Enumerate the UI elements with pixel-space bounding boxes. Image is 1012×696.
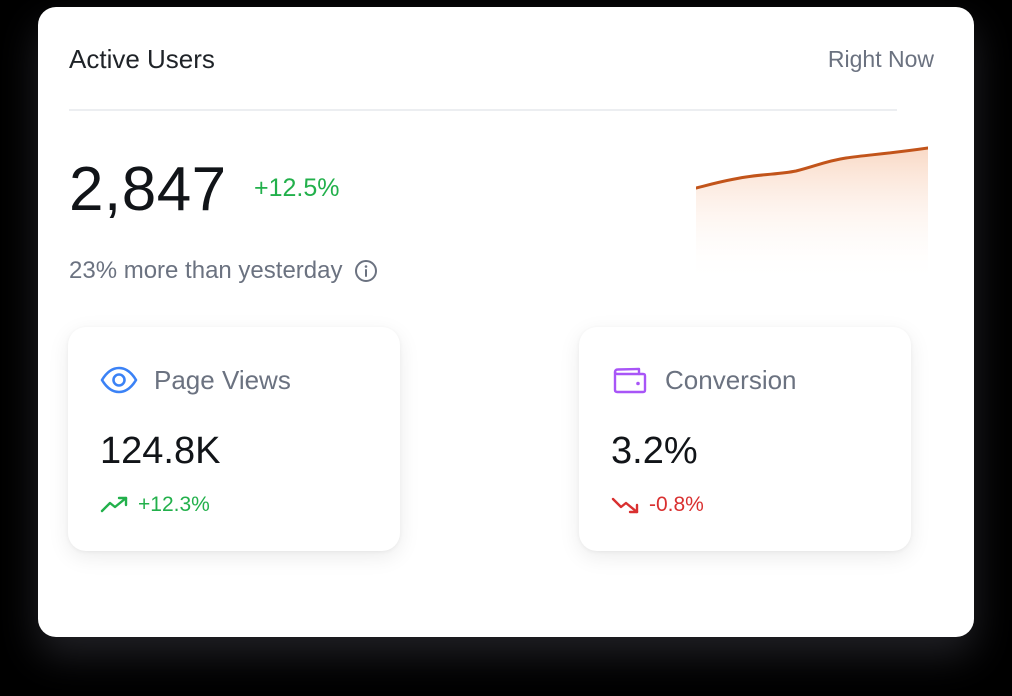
trending-down-icon xyxy=(611,497,639,514)
active-users-change: +12.5% xyxy=(254,174,340,202)
page-views-trend: +12.3% xyxy=(100,492,210,518)
active-users-sparkline xyxy=(696,146,928,283)
page-views-change: +12.3% xyxy=(138,493,210,516)
conversion-value: 3.2% xyxy=(611,430,698,472)
page-views-header: Page Views xyxy=(100,365,291,395)
page-views-card[interactable]: Page Views 124.8K +12.3% xyxy=(68,327,400,551)
wallet-icon xyxy=(613,367,647,394)
page-views-label: Page Views xyxy=(154,365,291,395)
comparison-label: 23% more than yesterday xyxy=(69,257,343,284)
conversion-trend: -0.8% xyxy=(611,492,704,518)
active-users-value: 2,847 xyxy=(69,155,227,224)
active-users-card: Active Users Right Now 2,847 +12.5% 23% … xyxy=(38,7,974,637)
trending-up-icon xyxy=(100,496,128,513)
card-title: Active Users xyxy=(69,44,215,74)
page-views-value: 124.8K xyxy=(100,430,221,472)
eye-icon xyxy=(100,366,138,394)
conversion-header: Conversion xyxy=(611,365,797,395)
comparison-text: 23% more than yesterday xyxy=(69,256,378,286)
sparkline-area xyxy=(696,148,928,283)
sparkline-line xyxy=(696,146,928,190)
conversion-label: Conversion xyxy=(665,365,797,395)
info-circle-icon[interactable] xyxy=(354,259,378,283)
conversion-card[interactable]: Conversion 3.2% -0.8% xyxy=(579,327,911,551)
period-label: Right Now xyxy=(827,46,934,72)
conversion-change: -0.8% xyxy=(649,493,704,516)
divider xyxy=(69,109,897,111)
